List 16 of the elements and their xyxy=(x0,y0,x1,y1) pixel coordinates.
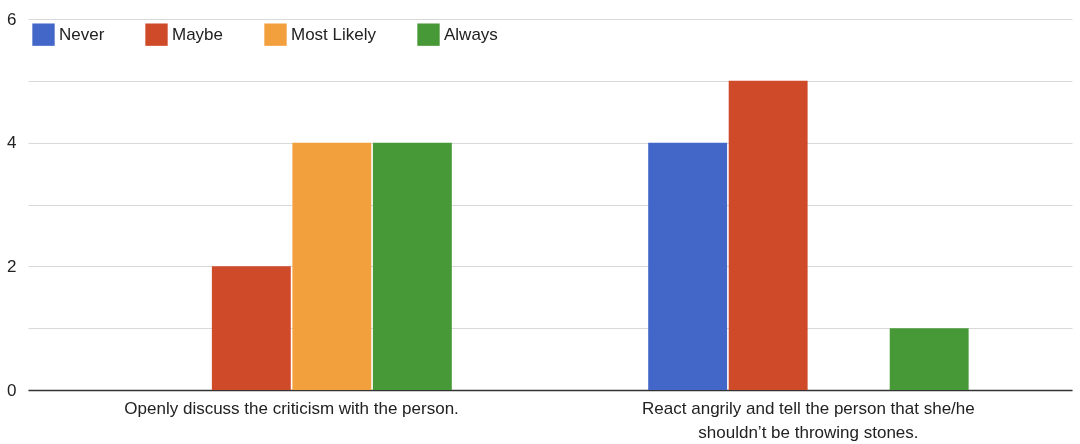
legend-label: Always xyxy=(444,24,498,44)
bar xyxy=(211,266,291,390)
legend-label: Never xyxy=(59,24,105,44)
bar xyxy=(292,142,372,390)
y-tick-label: 2 xyxy=(7,256,17,276)
bar xyxy=(728,80,808,390)
legend-label: Maybe xyxy=(172,24,224,44)
y-tick-label: 4 xyxy=(7,133,17,153)
y-tick-label: 0 xyxy=(7,380,17,400)
bar xyxy=(372,142,452,390)
y-tick-label: 6 xyxy=(7,9,17,29)
legend-label: Most Likely xyxy=(291,24,377,44)
bar xyxy=(648,142,728,390)
x-tick-label: Openly discuss the criticism with the person. xyxy=(124,398,459,418)
x-tick-label: React angrily and tell the person that she/he shouldn’t be throwing stones. xyxy=(642,398,975,442)
bar xyxy=(889,328,969,390)
